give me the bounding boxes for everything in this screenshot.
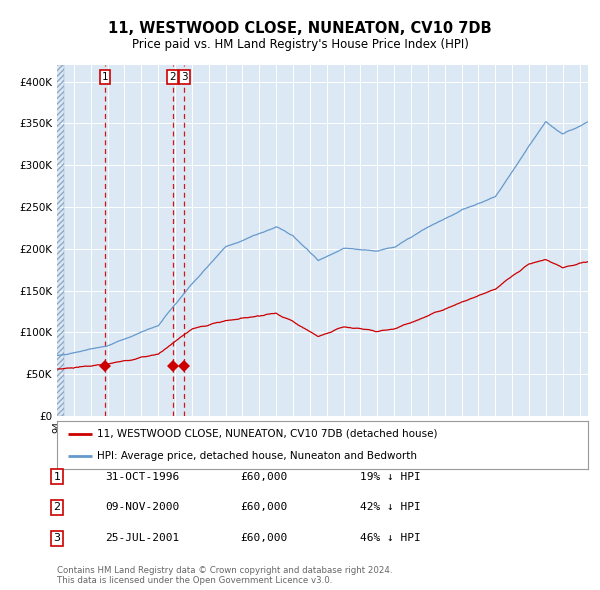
Text: 1: 1	[53, 472, 61, 481]
Text: 2: 2	[169, 72, 176, 82]
Text: Contains HM Land Registry data © Crown copyright and database right 2024.
This d: Contains HM Land Registry data © Crown c…	[57, 566, 392, 585]
Bar	[57, 65, 64, 416]
Text: 09-NOV-2000: 09-NOV-2000	[105, 503, 179, 512]
Bar	[57, 65, 64, 416]
Text: 31-OCT-1996: 31-OCT-1996	[105, 472, 179, 481]
Text: 25-JUL-2001: 25-JUL-2001	[105, 533, 179, 543]
Text: 46% ↓ HPI: 46% ↓ HPI	[360, 533, 421, 543]
Text: HPI: Average price, detached house, Nuneaton and Bedworth: HPI: Average price, detached house, Nune…	[97, 451, 417, 461]
Text: 11, WESTWOOD CLOSE, NUNEATON, CV10 7DB: 11, WESTWOOD CLOSE, NUNEATON, CV10 7DB	[108, 21, 492, 35]
Text: 1: 1	[101, 72, 108, 82]
Text: £60,000: £60,000	[240, 533, 287, 543]
Text: £60,000: £60,000	[240, 503, 287, 512]
Text: 19% ↓ HPI: 19% ↓ HPI	[360, 472, 421, 481]
Text: 42% ↓ HPI: 42% ↓ HPI	[360, 503, 421, 512]
Text: 3: 3	[181, 72, 188, 82]
Text: 11, WESTWOOD CLOSE, NUNEATON, CV10 7DB (detached house): 11, WESTWOOD CLOSE, NUNEATON, CV10 7DB (…	[97, 429, 437, 439]
Text: 2: 2	[53, 503, 61, 512]
Text: Price paid vs. HM Land Registry's House Price Index (HPI): Price paid vs. HM Land Registry's House …	[131, 38, 469, 51]
Text: 3: 3	[53, 533, 61, 543]
Text: £60,000: £60,000	[240, 472, 287, 481]
